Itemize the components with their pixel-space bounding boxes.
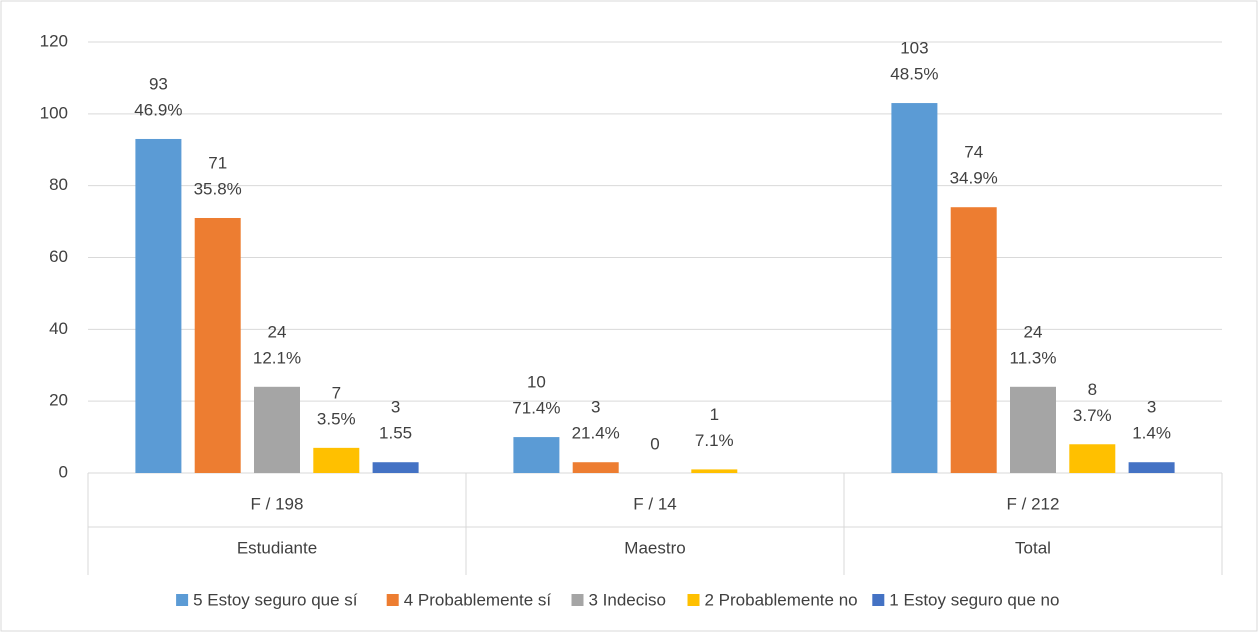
data-label: 34.9%	[950, 169, 998, 188]
data-label: 74	[964, 143, 983, 162]
data-label: 24	[1024, 322, 1043, 341]
data-label: 8	[1088, 380, 1097, 399]
data-label: 1.55	[379, 424, 412, 443]
x-group-label: Estudiante	[237, 538, 317, 557]
bar	[135, 138, 182, 473]
x-tick-label: F / 212	[1007, 494, 1060, 513]
data-label: 12.1%	[253, 348, 301, 367]
data-label: 24	[268, 322, 287, 341]
y-tick-label: 0	[59, 462, 68, 481]
y-tick-label: 80	[49, 175, 68, 194]
data-label: 93	[149, 74, 168, 93]
data-label: 7.1%	[695, 431, 734, 450]
data-label: 7	[332, 383, 341, 402]
data-label: 48.5%	[890, 65, 938, 84]
y-tick-label: 20	[49, 391, 68, 410]
x-tick-label: F / 198	[251, 494, 304, 513]
data-label: 103	[900, 39, 928, 58]
data-label: 11.3%	[1010, 348, 1057, 367]
data-label: 0	[650, 434, 659, 453]
legend-label: 5 Estoy seguro que sí	[193, 590, 358, 609]
bar	[572, 462, 619, 473]
x-tick-label: F / 14	[633, 494, 676, 513]
y-tick-label: 120	[40, 31, 68, 50]
legend-label: 2 Probablemente no	[705, 590, 858, 609]
y-tick-label: 60	[49, 247, 68, 266]
legend-swatch	[386, 594, 399, 606]
legend-label: 4 Probablemente sí	[404, 590, 552, 609]
data-label: 3.7%	[1073, 406, 1112, 425]
data-label: 3	[1147, 398, 1156, 417]
data-label: 35.8%	[194, 179, 242, 198]
legend-swatch	[872, 594, 885, 606]
bar	[372, 462, 419, 473]
data-label: 3.5%	[317, 409, 356, 428]
data-label: 1	[710, 405, 719, 424]
data-label: 3	[391, 398, 400, 417]
bar	[891, 103, 938, 473]
legend-swatch	[176, 594, 189, 606]
x-group-label: Total	[1015, 538, 1051, 557]
data-label: 10	[527, 373, 546, 392]
legend-swatch	[571, 594, 584, 606]
bar	[254, 386, 300, 473]
bar	[1069, 444, 1116, 473]
bar	[313, 447, 360, 473]
bar	[1010, 386, 1056, 473]
legend-label: 3 Indeciso	[589, 590, 667, 609]
data-label: 46.9%	[134, 100, 182, 119]
y-tick-label: 100	[40, 103, 68, 122]
data-label: 21.4%	[572, 424, 620, 443]
bar	[513, 437, 560, 473]
bar	[1128, 462, 1175, 473]
data-label: 71.4%	[512, 399, 560, 418]
legend-label: 1 Estoy seguro que no	[889, 590, 1059, 609]
data-label: 1.4%	[1132, 424, 1171, 443]
bar	[691, 469, 738, 473]
bar	[194, 217, 241, 473]
data-label: 3	[591, 398, 600, 417]
legend-swatch	[687, 594, 700, 606]
bar	[950, 207, 997, 473]
x-group-label: Maestro	[624, 538, 685, 557]
y-tick-label: 40	[49, 319, 68, 338]
data-label: 71	[208, 153, 227, 172]
